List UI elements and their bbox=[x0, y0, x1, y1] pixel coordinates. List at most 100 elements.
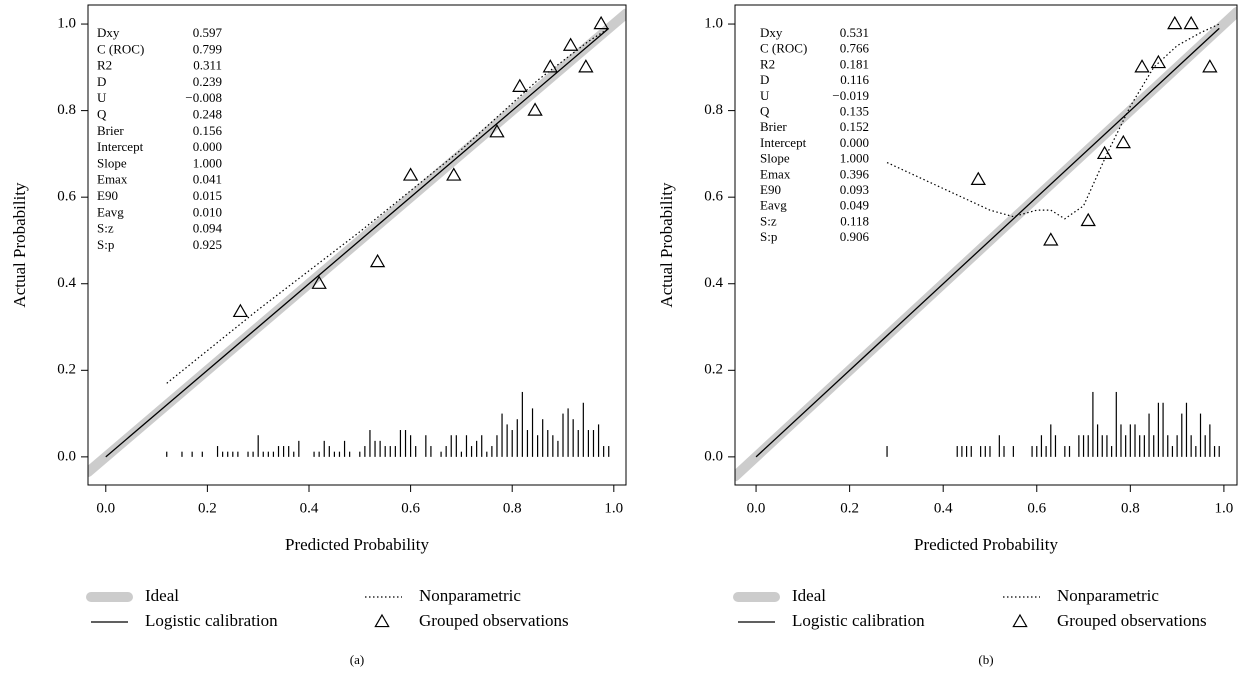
y-tick-label: 0.4 bbox=[57, 275, 76, 291]
y-tick-label: 1.0 bbox=[704, 15, 723, 31]
legend-symbol bbox=[374, 613, 390, 628]
x-tick-label: 0.4 bbox=[300, 500, 319, 516]
stat-value: 0.094 bbox=[193, 221, 223, 236]
grouped-observation bbox=[402, 167, 419, 181]
legend-label: Nonparametric bbox=[419, 586, 521, 605]
stat-value: 0.118 bbox=[840, 213, 869, 228]
legend-label: Logistic calibration bbox=[792, 611, 925, 630]
stat-value: −0.019 bbox=[832, 88, 869, 103]
stat-value: 0.000 bbox=[193, 139, 222, 154]
grouped-observation bbox=[1134, 59, 1150, 73]
stat-name: E90 bbox=[760, 182, 781, 197]
grouped-observation bbox=[489, 124, 505, 138]
x-tick-label: 1.0 bbox=[1215, 500, 1234, 516]
stat-name: C (ROC) bbox=[97, 41, 144, 56]
y-tick-label: 0.6 bbox=[704, 189, 723, 205]
stat-name: Emax bbox=[97, 172, 128, 187]
stat-value: 0.766 bbox=[840, 41, 870, 56]
x-tick-label: 0.6 bbox=[401, 500, 420, 516]
stat-name: Q bbox=[97, 106, 107, 121]
panel: Ideal Logistic calibration Nonparametric Gr… bbox=[657, 4, 1238, 667]
grouped-observation bbox=[1150, 54, 1167, 69]
stat-name: Slope bbox=[760, 151, 790, 166]
y-axis-label: Actual Probability bbox=[10, 182, 29, 308]
panel-label: (a) bbox=[350, 652, 364, 667]
stat-name: Eavg bbox=[760, 198, 787, 213]
stat-name: E90 bbox=[97, 188, 118, 203]
stat-value: 0.015 bbox=[193, 188, 222, 203]
grouped-observation bbox=[527, 102, 543, 116]
grouped-observation bbox=[542, 59, 558, 73]
plot-frame bbox=[87, 4, 627, 486]
stat-value: 0.152 bbox=[840, 119, 869, 134]
x-tick-label: 1.0 bbox=[604, 500, 623, 516]
stat-name: S:p bbox=[97, 237, 114, 252]
stat-name: Dxy bbox=[97, 25, 120, 40]
legend-symbol bbox=[1012, 613, 1028, 628]
grouped-observation bbox=[232, 303, 249, 318]
plot-area bbox=[735, 6, 1237, 482]
stat-name: S:z bbox=[760, 213, 777, 228]
stat-name: Q bbox=[760, 103, 770, 118]
stat-value: 0.181 bbox=[840, 56, 869, 71]
stat-name: R2 bbox=[760, 56, 775, 71]
x-tick-label: 0.2 bbox=[840, 500, 859, 516]
plot-frame bbox=[734, 4, 1238, 486]
grouped-observation bbox=[1080, 212, 1096, 227]
calibration-line bbox=[166, 27, 610, 384]
stat-value: 0.093 bbox=[840, 182, 869, 197]
plot-area bbox=[88, 8, 626, 478]
stat-value: 0.531 bbox=[840, 25, 869, 40]
stat-value: 0.010 bbox=[193, 204, 222, 219]
legend-label: Nonparametric bbox=[1057, 586, 1159, 605]
grouped-observation bbox=[1115, 134, 1131, 149]
y-tick-label: 0.2 bbox=[704, 362, 723, 378]
stat-name: U bbox=[760, 88, 770, 103]
grouped-observation bbox=[1183, 15, 1199, 30]
stat-name: Dxy bbox=[760, 25, 783, 40]
stat-name: Brier bbox=[97, 123, 124, 138]
stat-value: 0.116 bbox=[840, 72, 869, 87]
grouped-observation bbox=[1202, 59, 1218, 73]
stat-name: D bbox=[760, 72, 769, 87]
stat-value: 0.311 bbox=[193, 58, 222, 73]
stat-name: Intercept bbox=[97, 139, 144, 154]
stat-value: 0.396 bbox=[840, 166, 870, 181]
stat-value: 0.000 bbox=[840, 135, 869, 150]
stat-value: 0.799 bbox=[193, 41, 222, 56]
x-axis-label: Predicted Probability bbox=[285, 535, 430, 554]
stat-name: Brier bbox=[760, 119, 787, 134]
calibration-line bbox=[755, 27, 1220, 458]
stat-name: S:z bbox=[97, 221, 114, 236]
stat-value: 0.906 bbox=[840, 229, 870, 244]
x-tick-label: 0.0 bbox=[747, 500, 766, 516]
stat-value: 0.597 bbox=[193, 25, 223, 40]
x-tick-label: 0.8 bbox=[503, 500, 522, 516]
legend-label: Grouped observations bbox=[1057, 611, 1207, 630]
x-tick-label: 0.6 bbox=[1027, 500, 1046, 516]
stat-name: D bbox=[97, 74, 106, 89]
grouped-observation bbox=[970, 171, 986, 186]
stat-value: 0.925 bbox=[193, 237, 222, 252]
legend-label: Logistic calibration bbox=[145, 611, 278, 630]
y-tick-label: 0.2 bbox=[57, 362, 76, 378]
stat-value: 0.156 bbox=[193, 123, 223, 138]
grouped-observation bbox=[562, 37, 579, 51]
x-axis-label: Predicted Probability bbox=[914, 535, 1059, 554]
grouped-observation bbox=[512, 78, 528, 92]
y-tick-label: 0.4 bbox=[704, 275, 723, 291]
legend-label: Grouped observations bbox=[419, 611, 569, 630]
y-axis-label: Actual Probability bbox=[657, 182, 676, 308]
x-tick-label: 0.8 bbox=[1121, 500, 1140, 516]
grouped-observation bbox=[446, 167, 462, 181]
stat-name: R2 bbox=[97, 58, 112, 73]
grouped-observation bbox=[593, 15, 609, 30]
stat-value: −0.008 bbox=[185, 90, 222, 105]
y-tick-label: 0.8 bbox=[57, 102, 76, 118]
panel: Ideal Logistic calibration Nonparametric Gr… bbox=[10, 4, 627, 667]
grouped-observation bbox=[369, 253, 386, 268]
stat-name: U bbox=[97, 90, 107, 105]
calibration-line bbox=[105, 27, 610, 458]
stat-value: 1.000 bbox=[193, 155, 222, 170]
y-tick-label: 0.0 bbox=[704, 448, 723, 464]
